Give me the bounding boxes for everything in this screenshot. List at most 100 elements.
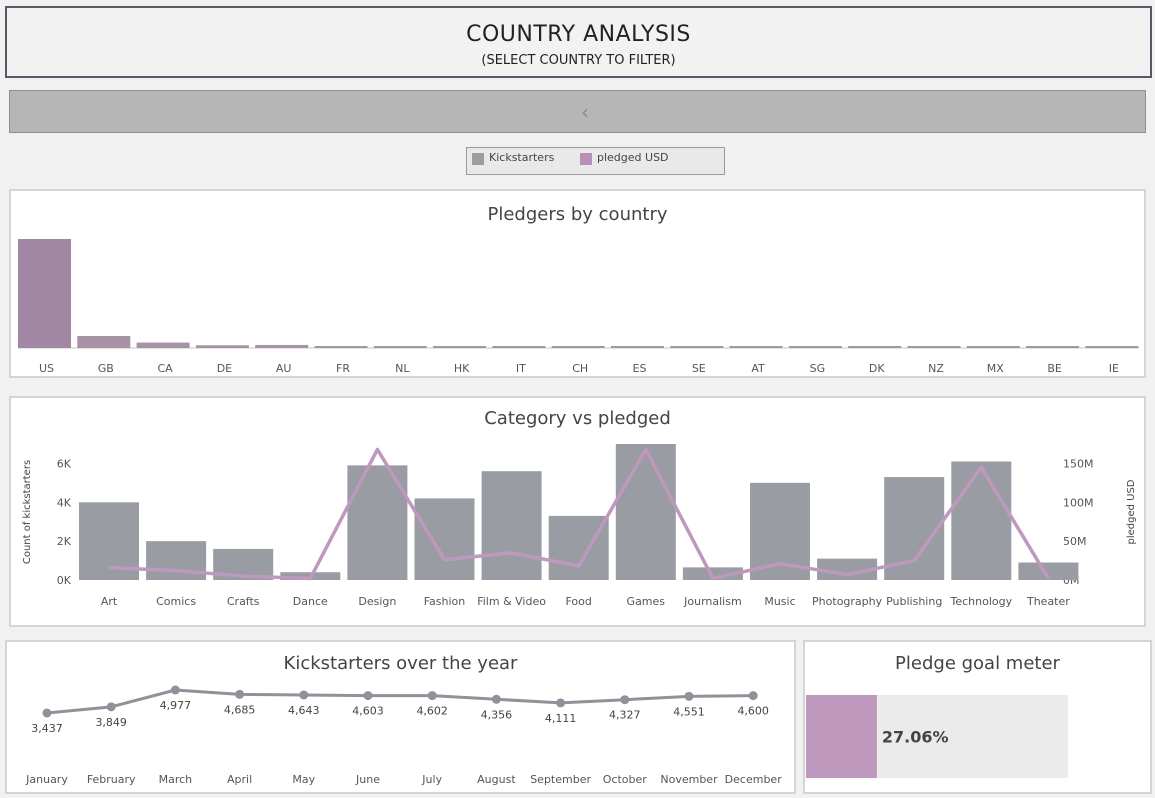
tick-label-august: August bbox=[477, 773, 516, 786]
y-tick-left: 2K bbox=[57, 535, 72, 548]
y-axis-title-left: Count of kickstarters bbox=[22, 460, 33, 564]
bar-ca bbox=[136, 342, 190, 348]
tick-label-december: December bbox=[725, 773, 783, 786]
tick-label-art: Art bbox=[101, 595, 118, 608]
bar-it bbox=[492, 346, 546, 348]
tick-label-january: January bbox=[25, 773, 68, 786]
data-label-september: 4,111 bbox=[545, 712, 577, 725]
tick-label-october: October bbox=[603, 773, 647, 786]
point-november bbox=[684, 691, 694, 701]
point-may bbox=[299, 690, 309, 700]
tick-label-crafts: Crafts bbox=[227, 595, 260, 608]
tick-label-february: February bbox=[87, 773, 136, 786]
kickstarters-line bbox=[46, 688, 754, 715]
bar-be bbox=[1026, 346, 1080, 348]
bar-photography bbox=[817, 558, 878, 580]
tick-label-april: April bbox=[227, 773, 252, 786]
point-july bbox=[427, 691, 437, 701]
tick-label-fashion: Fashion bbox=[424, 595, 466, 608]
year-chart-title: Kickstarters over the year bbox=[283, 653, 518, 674]
legend-swatch-pledged bbox=[580, 153, 592, 165]
bar-gb bbox=[77, 336, 131, 348]
bar-publishing bbox=[884, 477, 945, 580]
tick-label-september: September bbox=[530, 773, 591, 786]
tick-label-film-video: Film & Video bbox=[477, 595, 546, 608]
bar-fr bbox=[314, 346, 368, 348]
tick-label-us: US bbox=[39, 362, 54, 375]
point-august bbox=[491, 694, 501, 704]
category-chart-title: Category vs pledged bbox=[484, 408, 671, 429]
bar-us bbox=[18, 239, 71, 348]
tick-label-dk: DK bbox=[869, 362, 885, 375]
bar-de bbox=[195, 345, 249, 348]
point-february bbox=[106, 702, 116, 712]
bar-at bbox=[729, 346, 783, 348]
bar-film-video bbox=[481, 471, 542, 580]
tick-label-food: Food bbox=[566, 595, 592, 608]
bar-dk bbox=[848, 346, 902, 348]
tick-label-ie: IE bbox=[1109, 362, 1119, 375]
bar-comics bbox=[146, 541, 207, 580]
pledged-usd-line bbox=[108, 447, 1050, 581]
y-axis-title-right: pledged USD bbox=[1126, 479, 1137, 544]
data-label-february: 3,849 bbox=[95, 716, 127, 729]
bar-nz bbox=[907, 346, 961, 348]
tick-label-de: DE bbox=[217, 362, 232, 375]
tick-label-mx: MX bbox=[987, 362, 1004, 375]
bar-se bbox=[670, 346, 724, 348]
bar-food bbox=[548, 515, 609, 580]
chevron-left-icon[interactable]: ‹ bbox=[581, 100, 589, 124]
meter-value-label: 27.06% bbox=[882, 728, 949, 747]
point-april bbox=[235, 689, 245, 699]
tick-label-june: June bbox=[355, 773, 380, 786]
bar-mx bbox=[966, 346, 1020, 348]
tick-label-be: BE bbox=[1047, 362, 1062, 375]
tick-label-ch: CH bbox=[572, 362, 588, 375]
legend-swatch-kickstarters bbox=[472, 153, 484, 165]
tick-label-es: ES bbox=[633, 362, 647, 375]
tick-label-may: May bbox=[292, 773, 315, 786]
tick-label-dance: Dance bbox=[293, 595, 328, 608]
pledge-goal-meter-chart: 27.06% bbox=[806, 695, 1068, 778]
y-tick-right: 100M bbox=[1063, 496, 1094, 509]
kickstarters-over-year-chart: 3,437 January 3,849 February 4,977 March 4,685… bbox=[25, 685, 783, 786]
category-vs-pledged-panel: Category vs pledged 0K 2K 4K 6K 0M 50M 100M 150… bbox=[9, 396, 1146, 627]
y-tick-left: 4K bbox=[57, 496, 72, 509]
country-filter-bar[interactable]: ‹ bbox=[9, 90, 1146, 133]
y-tick-left: 0K bbox=[57, 574, 72, 587]
tick-label-publishing: Publishing bbox=[886, 595, 942, 608]
bar-theater bbox=[1018, 562, 1079, 580]
y-tick-right: 150M bbox=[1063, 457, 1094, 470]
y-tick-right: 50M bbox=[1063, 535, 1087, 548]
tick-label-november: November bbox=[660, 773, 718, 786]
tick-label-nl: NL bbox=[395, 362, 410, 375]
point-october bbox=[620, 695, 630, 705]
tick-label-technology: Technology bbox=[949, 595, 1012, 608]
data-label-october: 4,327 bbox=[609, 709, 641, 722]
bar-nl bbox=[373, 346, 427, 348]
meter-title: Pledge goal meter bbox=[895, 653, 1060, 674]
data-label-april: 4,685 bbox=[224, 703, 256, 716]
tick-label-at: AT bbox=[751, 362, 765, 375]
bar-hk bbox=[433, 346, 487, 348]
point-march bbox=[170, 685, 180, 695]
kickstarters-over-year-panel: Kickstarters over the year 3,437 January 3… bbox=[5, 640, 796, 794]
bar-technology bbox=[951, 461, 1012, 580]
point-december bbox=[748, 691, 758, 701]
tick-label-au: AU bbox=[276, 362, 292, 375]
tick-label-se: SE bbox=[692, 362, 706, 375]
data-label-august: 4,356 bbox=[481, 708, 513, 721]
bar-es bbox=[611, 346, 664, 348]
tick-label-nz: NZ bbox=[928, 362, 944, 375]
data-label-march: 4,977 bbox=[160, 699, 192, 712]
tick-label-sg: SG bbox=[810, 362, 826, 375]
data-label-june: 4,603 bbox=[352, 705, 384, 718]
data-label-may: 4,643 bbox=[288, 704, 320, 717]
tick-label-march: March bbox=[159, 773, 193, 786]
tick-label-music: Music bbox=[764, 595, 795, 608]
legend-label-kickstarters: Kickstarters bbox=[489, 151, 555, 164]
legend-label-pledged: pledged USD bbox=[597, 151, 669, 164]
tick-label-fr: FR bbox=[336, 362, 350, 375]
tick-label-gb: GB bbox=[98, 362, 114, 375]
